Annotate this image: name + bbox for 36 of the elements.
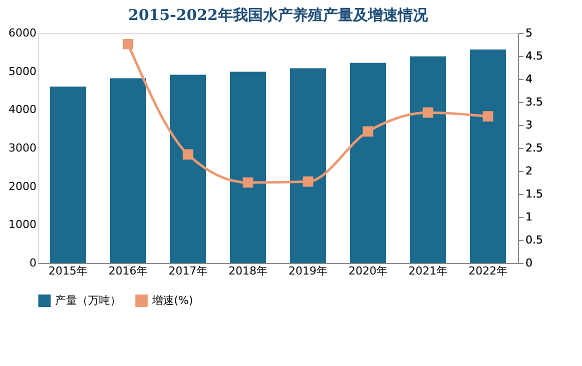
y2-tick-label: 1.5 <box>526 188 543 200</box>
point <box>422 107 434 118</box>
point <box>362 126 374 137</box>
y-tick-label: 6000 <box>8 26 36 40</box>
y2-tick-label: 0 <box>526 256 532 270</box>
point <box>242 177 254 188</box>
x-tick-label: 2015年 <box>48 264 88 278</box>
x-tick-label: 2018年 <box>228 264 268 278</box>
y2-tick-label: 0.5 <box>526 234 543 246</box>
y2-tick-label: 3.5 <box>526 96 543 108</box>
x-tick-label: 2017年 <box>168 264 208 278</box>
point <box>122 38 134 50</box>
y2-tick-label: 2.5 <box>526 142 543 154</box>
x-tick-label: 2016年 <box>108 264 148 278</box>
y2-tick-label: 1 <box>526 210 532 224</box>
point <box>302 176 314 187</box>
y-tick-label: 1000 <box>8 218 36 232</box>
y2-tick-label: 5 <box>526 26 532 40</box>
chart-title: 2015-2022年我国水产养殖产量及增速情况 <box>128 6 429 24</box>
x-tick-label: 2021年 <box>408 264 448 278</box>
point <box>482 111 494 122</box>
y2-tick-label: 4 <box>526 72 532 86</box>
y-tick-label: 0 <box>30 256 36 270</box>
x-tick-label: 2022年 <box>468 264 508 278</box>
y2-tick-label: 3 <box>526 118 532 132</box>
y2-tick-label: 4.5 <box>526 50 543 62</box>
y-tick-label: 5000 <box>8 64 36 78</box>
y-tick-label: 4000 <box>8 103 36 116</box>
x-tick-label: 2019年 <box>288 264 328 278</box>
point <box>182 149 194 160</box>
legend-label: 产量（万吨） <box>55 294 121 307</box>
legend-label: 增速(%) <box>151 294 194 307</box>
x-tick-label: 2020年 <box>348 264 388 278</box>
y-tick-label: 2000 <box>8 180 36 193</box>
y-tick-label: 3000 <box>8 142 36 154</box>
y2-tick-label: 2 <box>526 164 532 178</box>
